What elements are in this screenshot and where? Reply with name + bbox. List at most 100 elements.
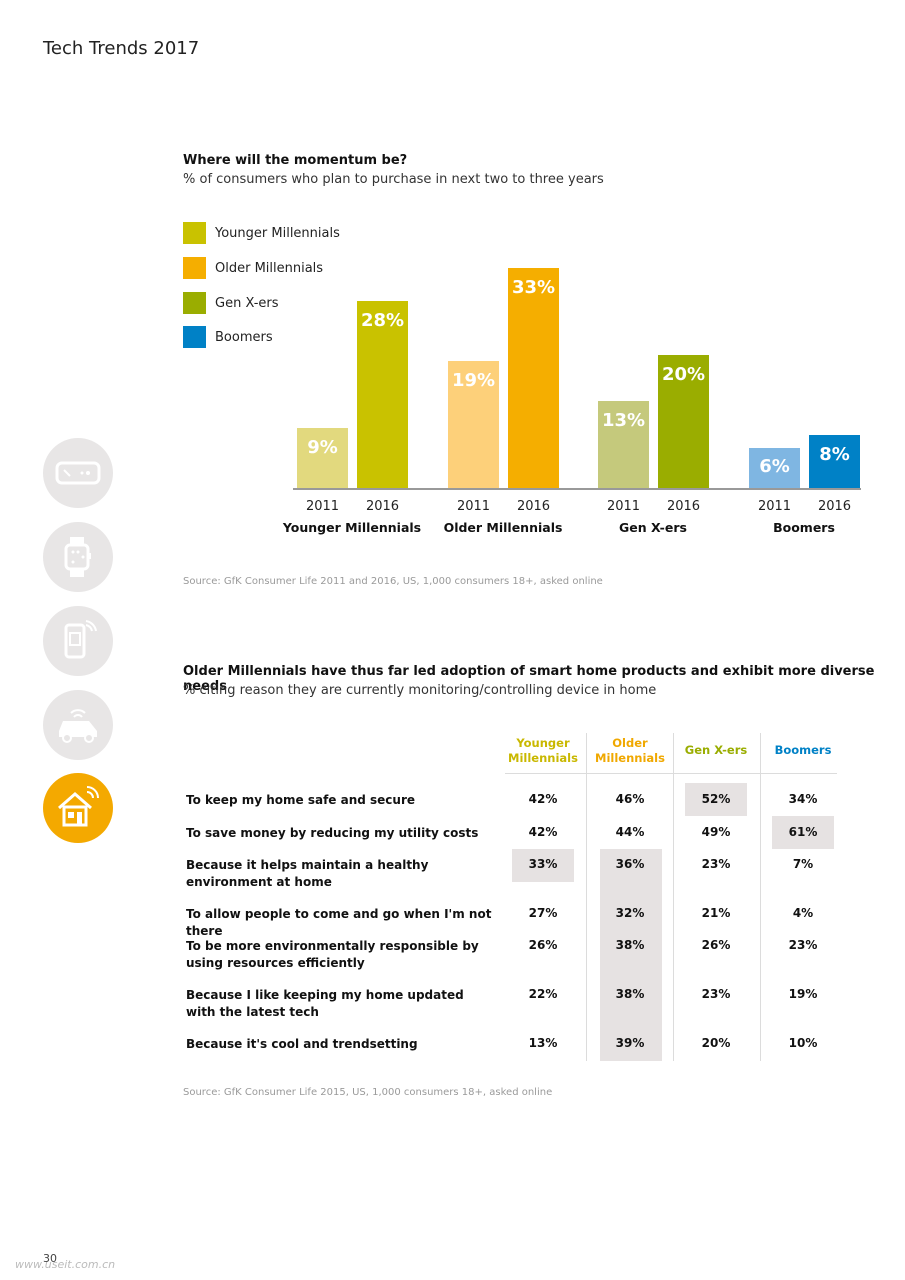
table-cell: 38% bbox=[615, 938, 645, 952]
smartwatch-icon[interactable] bbox=[43, 522, 113, 592]
connected-car-icon[interactable] bbox=[43, 690, 113, 760]
table-cell: 34% bbox=[788, 792, 818, 806]
header-divider bbox=[505, 773, 837, 774]
table-cell: 19% bbox=[788, 987, 818, 1001]
chart1-title: Where will the momentum be? bbox=[183, 153, 408, 168]
column-header: Older Millennials bbox=[590, 736, 670, 766]
table-cell: 42% bbox=[528, 792, 558, 806]
table-cell: 23% bbox=[701, 857, 731, 871]
bar-data-label: 19% bbox=[451, 370, 496, 391]
table-cell: 23% bbox=[701, 987, 731, 1001]
row-label-line: with the latest tech bbox=[186, 1005, 319, 1019]
column-header-line: Millennials bbox=[595, 751, 665, 765]
row-label-line: Because it's cool and trendsetting bbox=[186, 1037, 418, 1051]
bar bbox=[357, 301, 408, 488]
legend-item: Younger Millennials bbox=[183, 222, 340, 244]
bar bbox=[508, 268, 559, 488]
row-label-line: using resources efficiently bbox=[186, 956, 365, 970]
column-divider bbox=[760, 733, 761, 1061]
column-divider bbox=[673, 733, 674, 1061]
highlight-cell bbox=[772, 816, 834, 849]
table-cell: 38% bbox=[615, 987, 645, 1001]
x-tick-label: 2011 bbox=[606, 499, 641, 514]
highlight-column bbox=[600, 849, 662, 1061]
legend-label: Boomers bbox=[215, 329, 273, 345]
row-label: To save money by reducing my utility cos… bbox=[186, 825, 506, 842]
bar bbox=[598, 401, 649, 488]
bar-data-label: 28% bbox=[360, 310, 405, 331]
bar bbox=[658, 355, 709, 488]
vr-headset-icon[interactable] bbox=[43, 438, 113, 508]
column-header-line: Millennials bbox=[508, 751, 578, 765]
table-cell: 36% bbox=[615, 857, 645, 871]
page-number: 30 bbox=[43, 1252, 57, 1265]
legend-label: Younger Millennials bbox=[215, 225, 340, 241]
row-label: Because it helps maintain a healthy envir… bbox=[186, 857, 506, 891]
table-cell: 7% bbox=[792, 857, 814, 871]
table-cell: 22% bbox=[528, 987, 558, 1001]
table-cell: 13% bbox=[528, 1036, 558, 1050]
row-label-line: Because it helps maintain a healthy bbox=[186, 858, 429, 872]
table-cell: 32% bbox=[615, 906, 645, 920]
table-cell: 23% bbox=[788, 938, 818, 952]
smartphone-icon[interactable] bbox=[43, 606, 113, 676]
x-tick-label: 2016 bbox=[516, 499, 551, 514]
x-group-label: Gen X-ers bbox=[619, 520, 687, 535]
bar-data-label: 8% bbox=[819, 444, 850, 465]
legend-swatch bbox=[183, 222, 206, 244]
table-cell: 44% bbox=[615, 825, 645, 839]
bar bbox=[448, 361, 499, 488]
watermark: www.useit.com.cn bbox=[15, 1258, 116, 1271]
table-cell: 10% bbox=[788, 1036, 818, 1050]
table-cell: 52% bbox=[701, 792, 731, 806]
chart1-x-axis bbox=[293, 488, 861, 490]
legend-item: Boomers bbox=[183, 326, 273, 348]
legend-item: Gen X-ers bbox=[183, 292, 279, 314]
legend-label: Gen X-ers bbox=[215, 295, 279, 311]
highlight-cell bbox=[512, 849, 574, 882]
row-label-line: Because I like keeping my home updated bbox=[186, 988, 464, 1002]
column-header: Boomers bbox=[763, 743, 843, 758]
bar-data-label: 9% bbox=[307, 437, 338, 458]
table-title: Older Millennials have thus far led adop… bbox=[183, 664, 875, 694]
legend-label: Older Millennials bbox=[215, 260, 324, 276]
column-divider bbox=[586, 733, 587, 1061]
x-tick-label: 2011 bbox=[456, 499, 491, 514]
column-header: Gen X-ers bbox=[676, 743, 756, 758]
highlight-cell bbox=[685, 783, 747, 816]
bar bbox=[809, 435, 860, 488]
legend-swatch bbox=[183, 326, 206, 348]
table-cell: 4% bbox=[792, 906, 814, 920]
table-cell: 46% bbox=[615, 792, 645, 806]
legend-swatch bbox=[183, 292, 206, 314]
column-header: Younger Millennials bbox=[503, 736, 583, 766]
table-cell: 26% bbox=[701, 938, 731, 952]
table-cell: 49% bbox=[701, 825, 731, 839]
smart-home-icon[interactable] bbox=[43, 773, 113, 843]
row-label: To keep my home safe and secure bbox=[186, 792, 506, 809]
column-header-line: Younger bbox=[516, 736, 570, 750]
x-group-label: Older Millennials bbox=[443, 520, 563, 535]
table-cell: 21% bbox=[701, 906, 731, 920]
table-subtitle: % citing reason they are currently monit… bbox=[183, 683, 657, 698]
x-group-label: Younger Millennials bbox=[282, 520, 422, 535]
row-label: To be more environmentally responsible b… bbox=[186, 938, 506, 972]
row-label-line: To allow people to come and go when I'm … bbox=[186, 907, 492, 938]
table-cell: 27% bbox=[528, 906, 558, 920]
bar-data-label: 6% bbox=[759, 456, 790, 477]
table-cell: 39% bbox=[615, 1036, 645, 1050]
table-cell: 26% bbox=[528, 938, 558, 952]
row-label-line: To keep my home safe and secure bbox=[186, 793, 416, 807]
column-header-line: Older bbox=[612, 736, 648, 750]
row-label: Because I like keeping my home updated wi… bbox=[186, 987, 506, 1021]
legend-item: Older Millennials bbox=[183, 257, 323, 279]
bar-data-label: 33% bbox=[511, 277, 556, 298]
legend-swatch bbox=[183, 257, 206, 279]
x-tick-label: 2011 bbox=[305, 499, 340, 514]
x-group-label: Boomers bbox=[773, 520, 835, 535]
bar-data-label: 13% bbox=[601, 410, 646, 431]
row-label-line: To be more environmentally responsible b… bbox=[186, 939, 479, 953]
row-label-line: To save money by reducing my utility cos… bbox=[186, 826, 479, 840]
bar-data-label: 20% bbox=[661, 364, 706, 385]
chart1-subtitle: % of consumers who plan to purchase in n… bbox=[183, 172, 604, 187]
